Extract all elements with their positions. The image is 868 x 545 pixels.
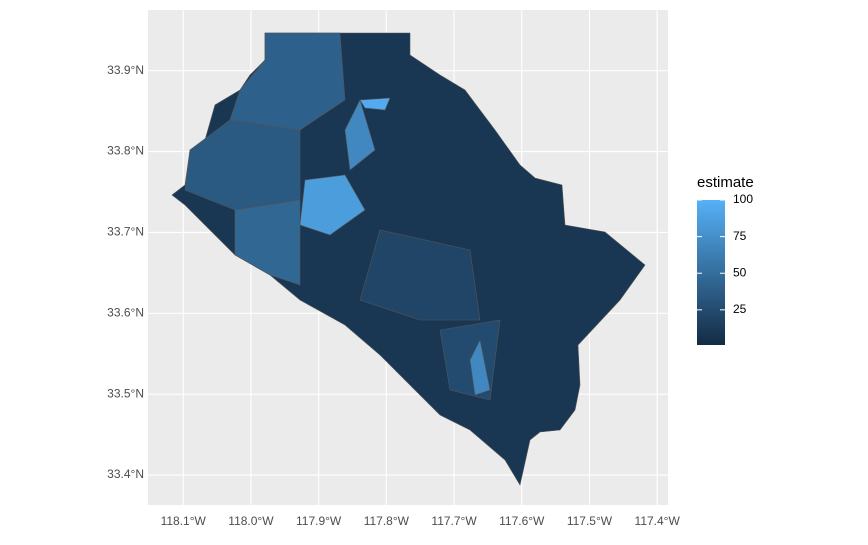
- colorbar: [697, 200, 725, 345]
- tract-region: [299, 174, 366, 236]
- y-tick-label: 33.8°N: [107, 144, 144, 158]
- x-tick-label: 117.6°W: [499, 514, 545, 528]
- x-tick-label: 117.8°W: [364, 514, 410, 528]
- legend-tick-label: 50: [733, 265, 747, 279]
- y-tick-label: 33.9°N: [107, 63, 144, 77]
- legend-tick-label: 25: [733, 302, 747, 316]
- legend-tick-label: 75: [733, 229, 747, 243]
- tract-region: [344, 99, 376, 171]
- x-tick-label: 118.0°W: [228, 514, 274, 528]
- tract-region: [234, 199, 301, 286]
- legend-title: estimate: [697, 174, 754, 191]
- y-tick-label: 33.4°N: [107, 467, 144, 481]
- x-tick-label: 118.1°W: [161, 514, 207, 528]
- legend-tick-label: 100: [733, 192, 753, 206]
- tract-region: [469, 339, 491, 396]
- x-tick-label: 117.7°W: [431, 514, 477, 528]
- x-tick-label: 117.9°W: [296, 514, 342, 528]
- y-tick-label: 33.7°N: [107, 225, 144, 239]
- y-tick-label: 33.5°N: [107, 386, 144, 400]
- x-tick-label: 117.5°W: [567, 514, 613, 528]
- tract-region: [359, 97, 391, 111]
- tract-region: [359, 229, 481, 321]
- y-tick-label: 33.6°N: [107, 305, 144, 319]
- regions: [171, 32, 646, 486]
- x-tick-label: 117.4°W: [635, 514, 681, 528]
